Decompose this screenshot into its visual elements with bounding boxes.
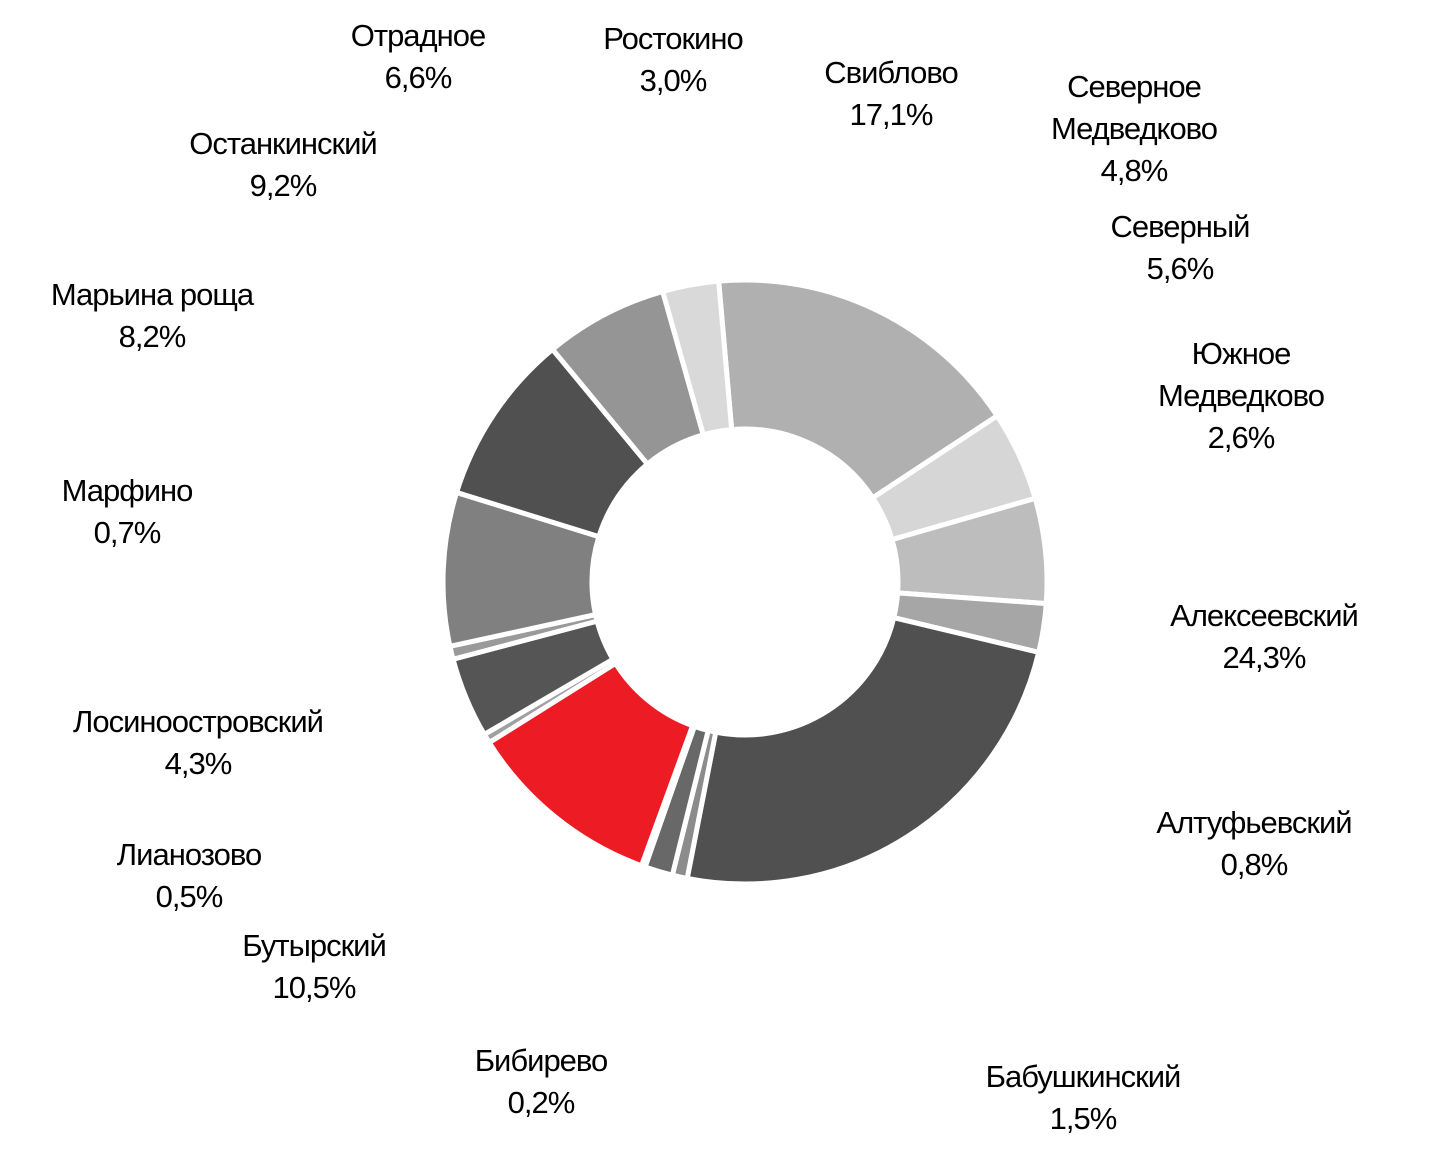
label-altufevsky: Алтуфьевский 0,8% [1156, 802, 1352, 886]
label-name: Алтуфьевский [1156, 805, 1352, 840]
donut-slice-0 [715, 277, 1001, 502]
label-value: 0,5% [155, 879, 224, 914]
label-name: Свиблово [824, 55, 959, 90]
label-ostankinsky: Останкинский 9,2% [189, 123, 378, 207]
label-name: Бутырский [242, 928, 387, 963]
label-lianozovo: Лианозово 0,5% [116, 834, 262, 918]
label-name: Северное Медведково [1050, 69, 1218, 146]
label-name: Алексеевский [1170, 598, 1359, 633]
label-yuzhnoe-medvedkovo: Южное Медведково 2,6% [1144, 333, 1338, 459]
label-bibirevo: Бибирево 0,2% [474, 1040, 609, 1124]
label-value: 0,2% [507, 1085, 576, 1120]
label-name: Марьина роща [50, 277, 254, 312]
label-butyrsky: Бутырский 10,5% [242, 925, 387, 1009]
label-severny: Северный 5,6% [1110, 206, 1251, 290]
label-value: 0,7% [93, 515, 162, 550]
label-value: 10,5% [272, 970, 357, 1005]
label-value: 8,2% [118, 319, 187, 354]
label-value: 24,3% [1222, 640, 1307, 675]
label-name: Отрадное [350, 18, 486, 53]
label-name: Южное Медведково [1157, 336, 1325, 413]
label-value: 0,8% [1220, 847, 1289, 882]
label-value: 1,5% [1049, 1101, 1118, 1136]
label-name: Лосиноостровский [73, 704, 324, 739]
label-value: 4,8% [1100, 153, 1169, 188]
label-value: 4,3% [164, 746, 233, 781]
label-name: Останкинский [189, 126, 378, 161]
label-value: 9,2% [249, 168, 318, 203]
label-rostokino: Ростокино 3,0% [603, 18, 743, 102]
donut-slices [440, 277, 1050, 887]
label-value: 6,6% [384, 60, 453, 95]
label-name: Северный [1110, 209, 1251, 244]
label-marina-roshcha: Марьина роща 8,2% [50, 274, 254, 358]
label-name: Лианозово [116, 837, 262, 872]
label-name: Ростокино [603, 21, 743, 56]
label-marfino: Марфино 0,7% [61, 470, 194, 554]
label-losinoostrovsky: Лосиноостровский 4,3% [73, 701, 324, 785]
label-value: 5,6% [1146, 251, 1215, 286]
label-severnoe-medvedkovo: Северное Медведково 4,8% [1050, 66, 1218, 192]
label-name: Бабушкинский [985, 1059, 1182, 1094]
label-alekseevsky: Алексеевский 24,3% [1170, 595, 1359, 679]
label-value: 2,6% [1207, 420, 1276, 455]
label-otradnoe: Отрадное 6,6% [350, 15, 486, 99]
label-name: Марфино [61, 473, 194, 508]
label-value: 17,1% [849, 97, 934, 132]
label-value: 3,0% [639, 63, 708, 98]
donut-slice-4 [684, 614, 1042, 887]
label-name: Бибирево [474, 1043, 609, 1078]
label-sviblovo: Свиблово 17,1% [824, 52, 959, 136]
donut-slice-15 [659, 278, 735, 438]
label-babushkinsky: Бабушкинский 1,5% [985, 1056, 1182, 1140]
